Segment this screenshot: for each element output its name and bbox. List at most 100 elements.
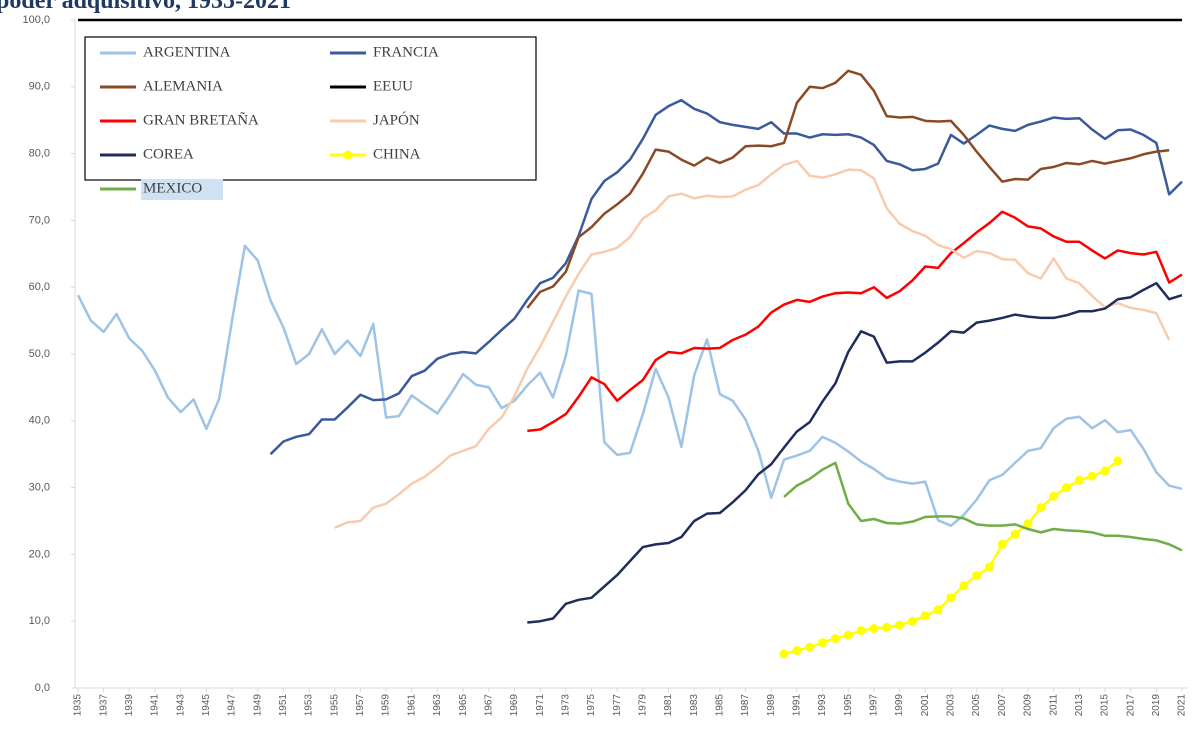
x-tick-label: 1985 bbox=[715, 694, 726, 717]
data-point bbox=[972, 571, 982, 581]
x-tick-label: 1973 bbox=[560, 694, 571, 717]
data-point bbox=[818, 638, 828, 648]
x-tick-label: 1949 bbox=[252, 694, 263, 717]
y-tick-label: 50,0 bbox=[29, 348, 50, 360]
data-point bbox=[830, 634, 840, 644]
series-line bbox=[527, 210, 1183, 433]
legend-label: MEXICO bbox=[143, 180, 202, 196]
data-point bbox=[1100, 466, 1110, 476]
x-tick-label: 2011 bbox=[1048, 694, 1059, 716]
x-tick-label: 2017 bbox=[1125, 694, 1136, 717]
x-tick-label: 1987 bbox=[740, 694, 751, 717]
series-line bbox=[334, 159, 1171, 529]
data-point bbox=[920, 611, 930, 621]
x-tick-label: 1999 bbox=[894, 694, 905, 717]
legend-label: CHINA bbox=[373, 146, 421, 162]
x-tick-label: 1935 bbox=[73, 694, 84, 717]
x-tick-label: 1941 bbox=[150, 694, 161, 717]
y-tick-label: 60,0 bbox=[29, 281, 50, 293]
y-tick-label: 80,0 bbox=[29, 148, 50, 160]
x-tick-label: 1939 bbox=[124, 694, 135, 717]
x-tick-label: 1977 bbox=[612, 694, 623, 717]
legend-label: ALEMANIA bbox=[143, 78, 223, 94]
x-tick-label: 2009 bbox=[1023, 694, 1034, 717]
y-tick-label: 100,0 bbox=[22, 14, 50, 26]
x-tick-label: 2005 bbox=[971, 694, 982, 717]
x-tick-label: 1975 bbox=[586, 694, 597, 717]
data-point bbox=[1113, 456, 1123, 466]
x-tick-label: 1955 bbox=[329, 694, 340, 717]
x-tick-label: 1979 bbox=[637, 694, 648, 717]
legend-highlight bbox=[141, 179, 223, 200]
y-tick-label: 20,0 bbox=[29, 548, 50, 560]
x-tick-label: 1957 bbox=[355, 694, 366, 717]
x-tick-label: 1997 bbox=[869, 694, 880, 717]
x-tick-label: 1989 bbox=[766, 694, 777, 717]
x-tick-label: 2013 bbox=[1074, 694, 1085, 717]
x-tick-label: 2021 bbox=[1177, 694, 1188, 717]
x-tick-label: 1981 bbox=[663, 694, 674, 717]
legend-label: EEUU bbox=[373, 78, 413, 94]
x-tick-label: 1991 bbox=[792, 694, 803, 717]
series-line bbox=[527, 281, 1183, 624]
series-line bbox=[76, 244, 1183, 527]
legend-label: COREA bbox=[143, 146, 194, 162]
x-tick-label: 1963 bbox=[432, 694, 443, 717]
x-tick-label: 1995 bbox=[843, 694, 854, 717]
data-point bbox=[895, 620, 905, 630]
x-tick-label: 2007 bbox=[997, 694, 1008, 717]
y-tick-label: 40,0 bbox=[29, 415, 50, 427]
legend: ARGENTINA FRANCIA ALEMANIA EEUU GRAN BRETAÑA… bbox=[84, 36, 537, 200]
data-point bbox=[1061, 483, 1071, 493]
data-point bbox=[1010, 529, 1020, 539]
data-point bbox=[1023, 519, 1033, 529]
data-point bbox=[792, 646, 802, 656]
x-tick-label: 1943 bbox=[175, 694, 186, 717]
data-point bbox=[997, 539, 1007, 549]
data-point bbox=[946, 593, 956, 603]
y-tick-label: 90,0 bbox=[29, 81, 50, 93]
y-tick-label: 0,0 bbox=[35, 682, 50, 694]
chart-title: poder adquisitivo, 1935-2021 bbox=[0, 0, 291, 14]
x-tick-label: 1971 bbox=[535, 694, 546, 717]
data-point bbox=[984, 562, 994, 572]
data-point bbox=[805, 642, 815, 652]
x-tick-label: 1953 bbox=[304, 694, 315, 717]
data-point bbox=[907, 616, 917, 626]
x-tick-label: 2001 bbox=[920, 694, 931, 717]
x-tick-label: 1983 bbox=[689, 694, 700, 717]
legend-label: ARGENTINA bbox=[143, 44, 231, 60]
x-tick-label: 1951 bbox=[278, 694, 289, 717]
x-tick-label: 1945 bbox=[201, 694, 212, 717]
x-tick-label: 1969 bbox=[509, 694, 520, 717]
legend-box bbox=[84, 36, 537, 181]
legend-label: JAPÓN bbox=[373, 111, 420, 128]
data-point bbox=[779, 649, 789, 659]
legend-label: GRAN BRETAÑA bbox=[143, 112, 259, 128]
x-tick-label: 1993 bbox=[817, 694, 828, 717]
x-tick-label: 1947 bbox=[227, 694, 238, 717]
data-point bbox=[869, 624, 879, 634]
data-point bbox=[1074, 475, 1084, 485]
x-tick-label: 1961 bbox=[406, 694, 417, 717]
x-tick-label: 2015 bbox=[1100, 694, 1111, 717]
series-line bbox=[783, 461, 1183, 552]
y-tick-label: 10,0 bbox=[29, 615, 50, 627]
x-tick-label: 1965 bbox=[458, 694, 469, 717]
x-tick-label: 1959 bbox=[381, 694, 392, 717]
x-tick-label: 2019 bbox=[1151, 694, 1162, 717]
data-point bbox=[959, 581, 969, 591]
data-point bbox=[933, 605, 943, 615]
series-line bbox=[526, 69, 1170, 309]
y-tick-label: 70,0 bbox=[29, 214, 50, 226]
data-point bbox=[1049, 491, 1059, 501]
x-tick-label: 1967 bbox=[483, 694, 494, 717]
legend-label: FRANCIA bbox=[373, 44, 439, 60]
legend-marker bbox=[343, 150, 353, 160]
series-line bbox=[269, 98, 1183, 456]
data-point bbox=[1087, 471, 1097, 481]
x-tick-label: 2003 bbox=[946, 694, 957, 717]
data-point bbox=[882, 622, 892, 632]
y-tick-label: 30,0 bbox=[29, 482, 50, 494]
